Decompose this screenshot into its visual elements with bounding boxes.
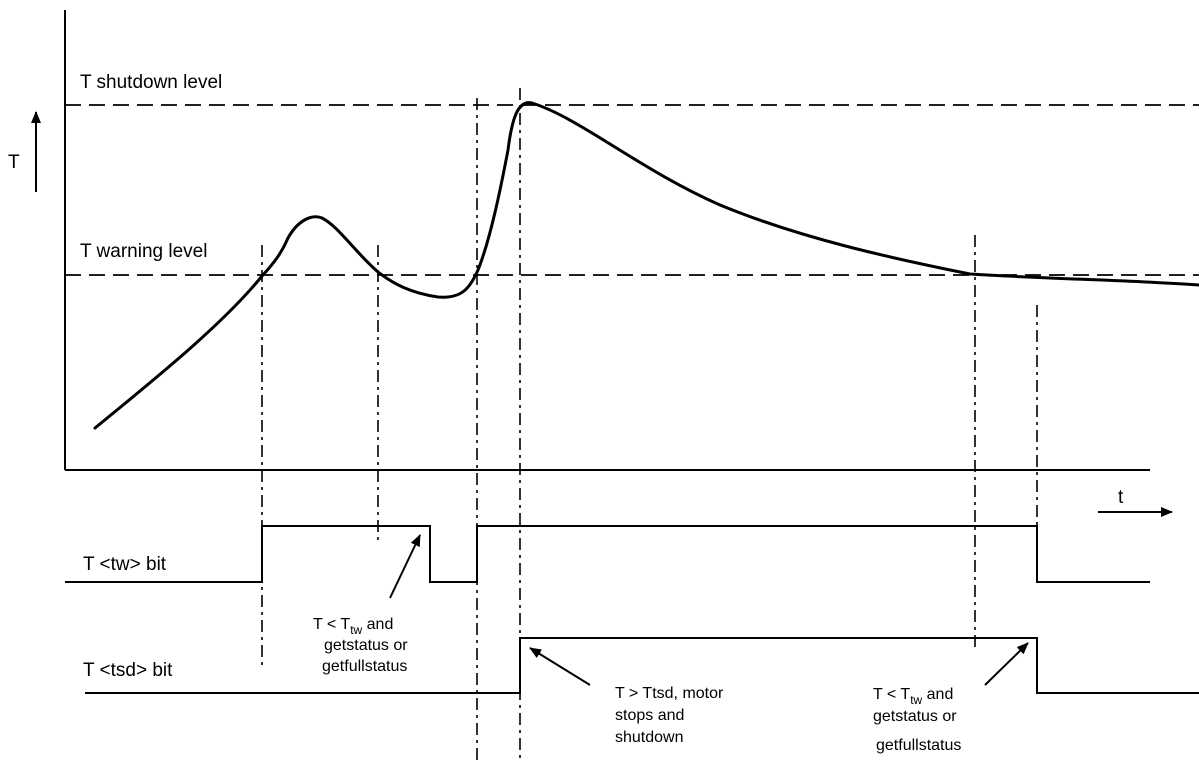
svg-text:getstatus or: getstatus or — [873, 708, 957, 725]
annotation-arrow-tw-clear-2 — [984, 642, 1029, 686]
annotation-arrow-tsd-set — [529, 647, 591, 686]
svg-text:T < Ttw and: T < Ttw and — [313, 616, 393, 637]
svg-text:shutdown: shutdown — [615, 729, 684, 746]
temperature-curve — [93, 101, 1199, 430]
svg-text:stops and: stops and — [615, 707, 684, 724]
shutdown-level-label: T shutdown level — [80, 72, 222, 93]
svg-text:getfullstatus: getfullstatus — [876, 737, 961, 754]
tw-bit-label: T <tw> bit — [83, 554, 167, 575]
annotation-arrow-tw-clear-1 — [389, 534, 421, 599]
svg-text:T > Ttsd, motor: T > Ttsd, motor — [615, 685, 724, 702]
tsd-bit-waveform — [85, 637, 1199, 694]
annotation-tw-clear-1: T < Ttw and getstatus or getfullstatus — [313, 616, 408, 675]
x-axis-label: t — [1118, 487, 1124, 508]
warning-level-label: T warning level — [80, 241, 207, 262]
annotation-tw-clear-2: T < Ttw and getstatus or getfullstatus — [873, 686, 961, 754]
tsd-bit-label: T <tsd> bit — [83, 660, 173, 681]
annotation-tsd-set: T > Ttsd, motor stops and shutdown — [615, 685, 724, 746]
tw-bit-waveform — [65, 525, 1150, 583]
svg-text:getstatus or: getstatus or — [324, 637, 408, 654]
svg-text:getfullstatus: getfullstatus — [322, 658, 407, 675]
y-axis-label: T — [8, 152, 20, 173]
svg-text:T < Ttw and: T < Ttw and — [873, 686, 953, 707]
